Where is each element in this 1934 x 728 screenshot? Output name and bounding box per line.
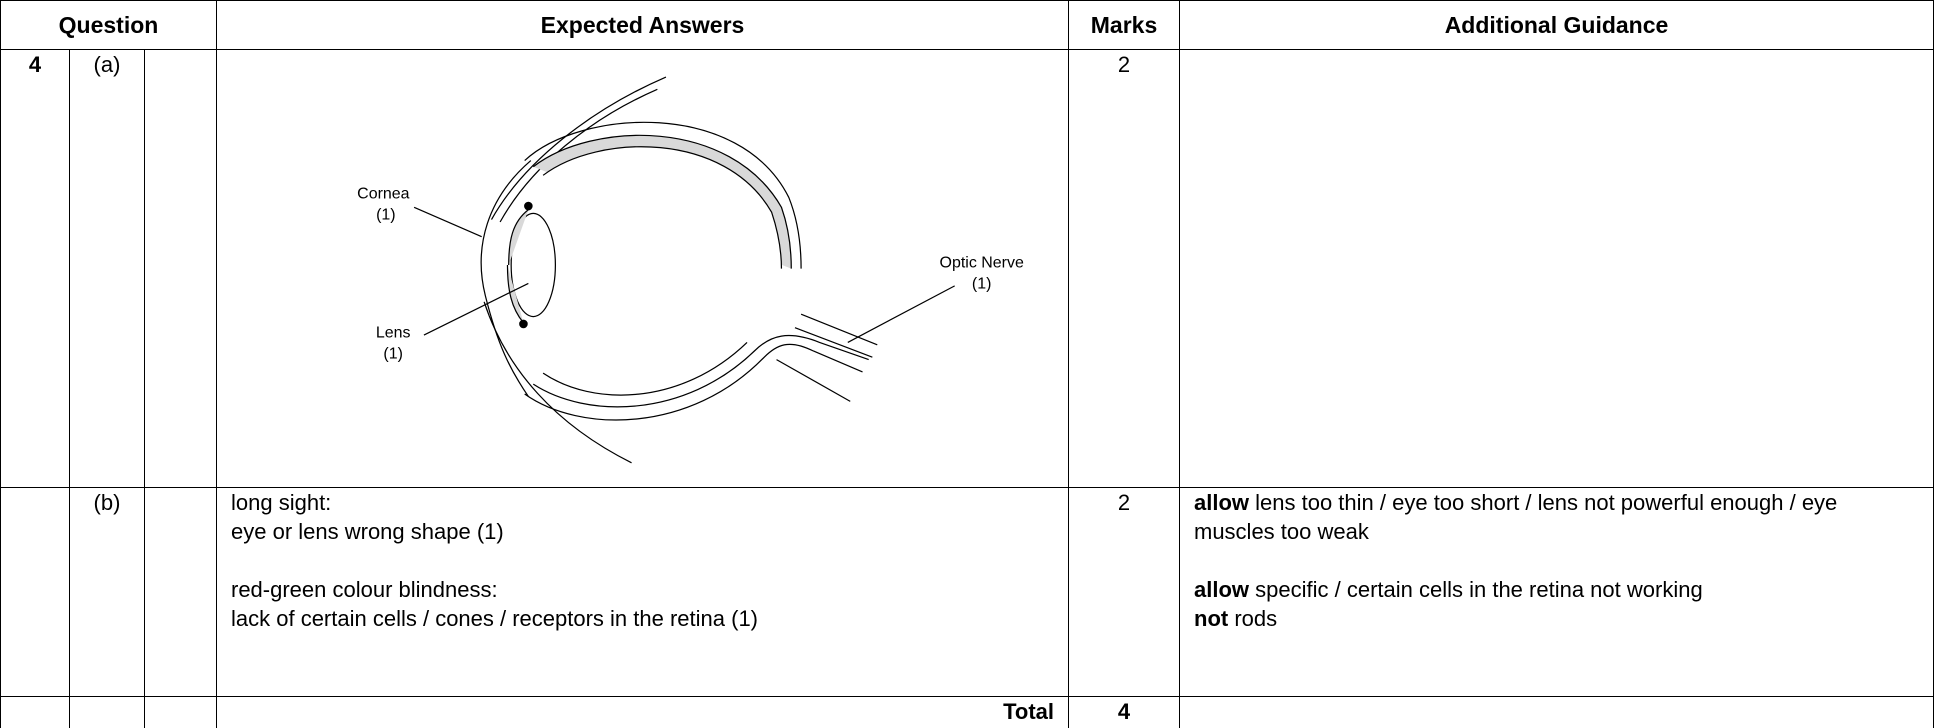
ciliary	[519, 319, 528, 329]
guidance-text: lens too thin / eye too short / lens not…	[1194, 490, 1838, 544]
sclera	[524, 121, 802, 269]
label: (1)	[376, 207, 396, 224]
label: Optic Nerve	[940, 254, 1024, 271]
header-cell: Additional Guidance	[1179, 0, 1934, 50]
total-row: Total 4	[0, 696, 1934, 728]
guidance-line: allow specific / certain cells in the re…	[1194, 575, 1919, 604]
total-label: Total	[216, 696, 1069, 728]
answer-paragraph: red-green colour blindness: lack of certa…	[231, 575, 1054, 633]
empty-cell	[1179, 696, 1934, 728]
optic-nerve	[776, 313, 878, 402]
question-number: 4	[0, 49, 70, 488]
answer-line: eye or lens wrong shape (1)	[231, 519, 504, 544]
label: Cornea	[357, 186, 409, 203]
answer-line: long sight:	[231, 490, 332, 515]
retina	[542, 341, 748, 396]
guidance-keyword: not	[1194, 606, 1229, 631]
total-marks: 4	[1068, 696, 1180, 728]
guidance-cell: allow lens too thin / eye too short / le…	[1179, 487, 1934, 697]
empty-cell	[144, 696, 217, 728]
answer-line: red-green colour blindness:	[231, 577, 498, 602]
answer-cell: long sight: eye or lens wrong shape (1) re…	[216, 487, 1069, 697]
guidance-text: rods	[1234, 606, 1278, 631]
empty-cell	[69, 696, 145, 728]
guidance-cell	[1179, 49, 1934, 488]
label: (1)	[383, 345, 403, 362]
pointer-line	[413, 206, 482, 238]
retina	[542, 146, 783, 269]
eyelid	[499, 88, 658, 223]
lens-shape	[510, 212, 556, 318]
header-cell: Expected Answers	[216, 0, 1069, 50]
header-row: Question Expected Answers Marks Addition…	[0, 0, 1934, 50]
eyelid	[490, 76, 667, 220]
guidance-line: not rods	[1194, 604, 1919, 633]
guidance-keyword: allow	[1194, 577, 1250, 602]
iris	[506, 209, 529, 324]
question-part: (a)	[69, 49, 145, 488]
pointer-line	[423, 282, 529, 336]
question-part: (b)	[69, 487, 145, 697]
marks: 2	[1068, 49, 1180, 488]
row-a: 4 (a) Cornea (1) Lens (1) Optic Nerve (1…	[0, 49, 1934, 488]
header-cell: Question	[0, 0, 217, 50]
eye-diagram: Cornea (1) Lens (1) Optic Nerve (1)	[357, 76, 1024, 464]
empty-cell	[0, 487, 70, 697]
answer-line: lack of certain cells / cones / receptor…	[231, 606, 759, 631]
guidance-paragraph: allow specific / certain cells in the re…	[1194, 575, 1919, 633]
guidance-paragraph: allow lens too thin / eye too short / le…	[1194, 488, 1919, 546]
marks: 2	[1068, 487, 1180, 697]
eyelid	[483, 301, 632, 464]
guidance-line: allow lens too thin / eye too short / le…	[1194, 488, 1919, 546]
choroid	[532, 335, 869, 408]
guidance-keyword: allow	[1194, 490, 1250, 515]
row-b: (b) long sight: eye or lens wrong shape (…	[0, 487, 1934, 697]
header-cell: Marks	[1068, 0, 1180, 50]
pointer-line	[847, 285, 955, 343]
ciliary	[524, 201, 533, 211]
empty-cell	[144, 487, 217, 697]
sclera	[524, 343, 863, 421]
label: (1)	[972, 275, 992, 292]
diagram-cell: Cornea (1) Lens (1) Optic Nerve (1)	[216, 49, 1069, 488]
cornea	[480, 160, 532, 397]
empty-cell	[144, 49, 217, 488]
guidance-text: specific / certain cells in the retina n…	[1255, 577, 1703, 602]
answer-paragraph: long sight: eye or lens wrong shape (1)	[231, 488, 1054, 546]
empty-cell	[0, 696, 70, 728]
label: Lens	[376, 324, 411, 341]
